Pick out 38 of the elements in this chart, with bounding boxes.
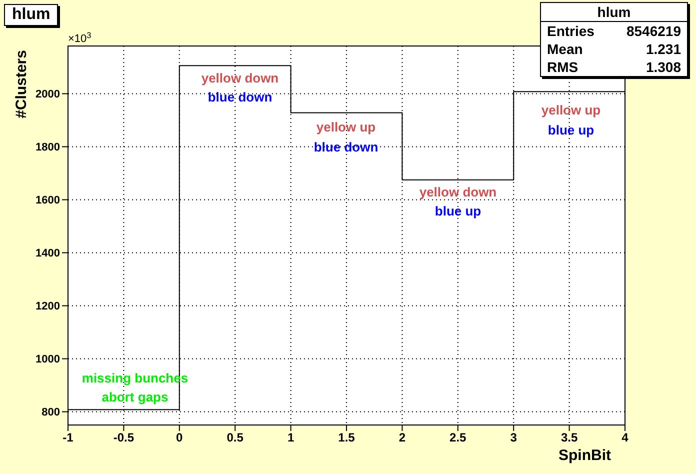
annotation: yellow down — [201, 70, 279, 86]
annotation: RMS — [547, 59, 578, 75]
x-tick-label: 3.5 — [560, 430, 578, 445]
annotation: blue up — [548, 122, 594, 138]
x-tick-label: 4 — [622, 430, 629, 445]
text: hlum — [541, 3, 687, 22]
x-axis-title: SpinBit — [558, 447, 611, 464]
y-tick-label: 800 — [42, 406, 60, 419]
text: 1.308 — [646, 59, 681, 75]
annotation: blue down — [208, 89, 272, 104]
y-tick-label: 1200 — [36, 300, 60, 313]
y-tick-label: 1600 — [36, 194, 60, 207]
text: Entries — [547, 23, 594, 39]
x-tick-label: 0 — [176, 430, 184, 445]
text: 1.231 — [646, 41, 681, 57]
x-tick-label: -1 — [62, 430, 74, 445]
annotation: abort gaps — [102, 389, 168, 404]
x-tick-label: 3 — [510, 430, 518, 445]
y-tick-label: 2000 — [36, 88, 60, 101]
y-tick-label: 1000 — [36, 354, 60, 366]
x-tick-label: 2 — [398, 430, 406, 445]
annotation: yellow down — [419, 184, 497, 200]
annotation: blue up — [434, 203, 482, 218]
x-tick-label: 0.5 — [226, 430, 244, 445]
y-axis-title: #Clusters — [13, 50, 30, 118]
text: ×10$^{3}$ — [68, 30, 92, 45]
annotation: yellow up — [541, 102, 601, 118]
x-tick-label: 1 — [287, 430, 294, 445]
annotation: yellow up — [316, 119, 376, 134]
y-tick-label: 1400 — [36, 248, 60, 260]
x-tick-label: -0.5 — [113, 430, 134, 445]
x-tick-label: 2.5 — [450, 430, 467, 445]
chart-title: hlum — [4, 4, 58, 26]
x-tick-label: 1.5 — [338, 430, 356, 445]
annotation: Mean — [547, 41, 583, 57]
y-tick-label: 1800 — [36, 142, 60, 154]
annotation: blue down — [314, 139, 378, 154]
text: 8546219 — [626, 23, 681, 39]
